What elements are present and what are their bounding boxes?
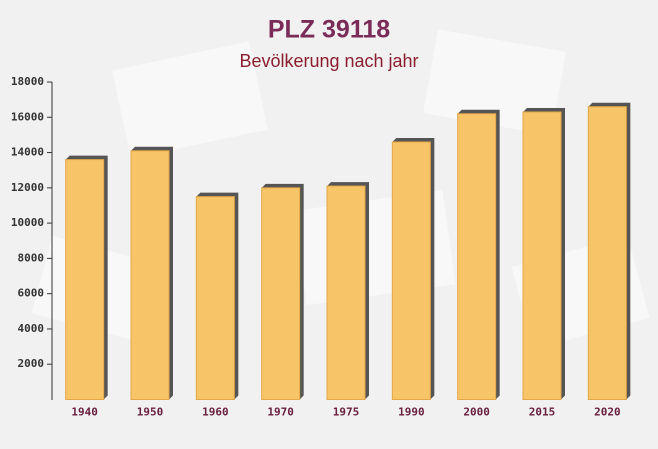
y-tick-label: 16000 (11, 110, 44, 123)
x-tick-label: 2015 (529, 406, 556, 419)
y-tick-label: 18000 (11, 75, 44, 88)
y-tick-label: 6000 (18, 287, 45, 300)
bar (391, 141, 431, 400)
x-tick-label: 2000 (463, 406, 490, 419)
chart-title: PLZ 39118 (268, 16, 390, 44)
y-tick-label: 10000 (11, 216, 44, 229)
x-tick-label: 1975 (333, 406, 360, 419)
chart-subtitle: Bevölkerung nach jahr (239, 51, 418, 71)
x-tick-label: 1970 (267, 406, 294, 419)
bar (261, 187, 301, 400)
x-tick-label: 1940 (71, 406, 98, 419)
bar (326, 185, 366, 400)
y-tick-label: 14000 (11, 146, 44, 159)
x-tick-label: 1950 (137, 406, 164, 419)
y-tick-label: 8000 (18, 251, 45, 264)
x-tick-label: 1960 (202, 406, 229, 419)
bar (65, 159, 105, 400)
bar (130, 150, 170, 400)
bar (195, 196, 235, 400)
x-tick-label: 1990 (398, 406, 425, 419)
bar (522, 111, 562, 400)
bar (457, 113, 497, 400)
y-tick-label: 12000 (11, 181, 44, 194)
bar (587, 106, 627, 400)
y-tick-label: 2000 (18, 357, 45, 370)
x-tick-label: 2020 (594, 406, 621, 419)
y-tick-label: 4000 (18, 322, 45, 335)
